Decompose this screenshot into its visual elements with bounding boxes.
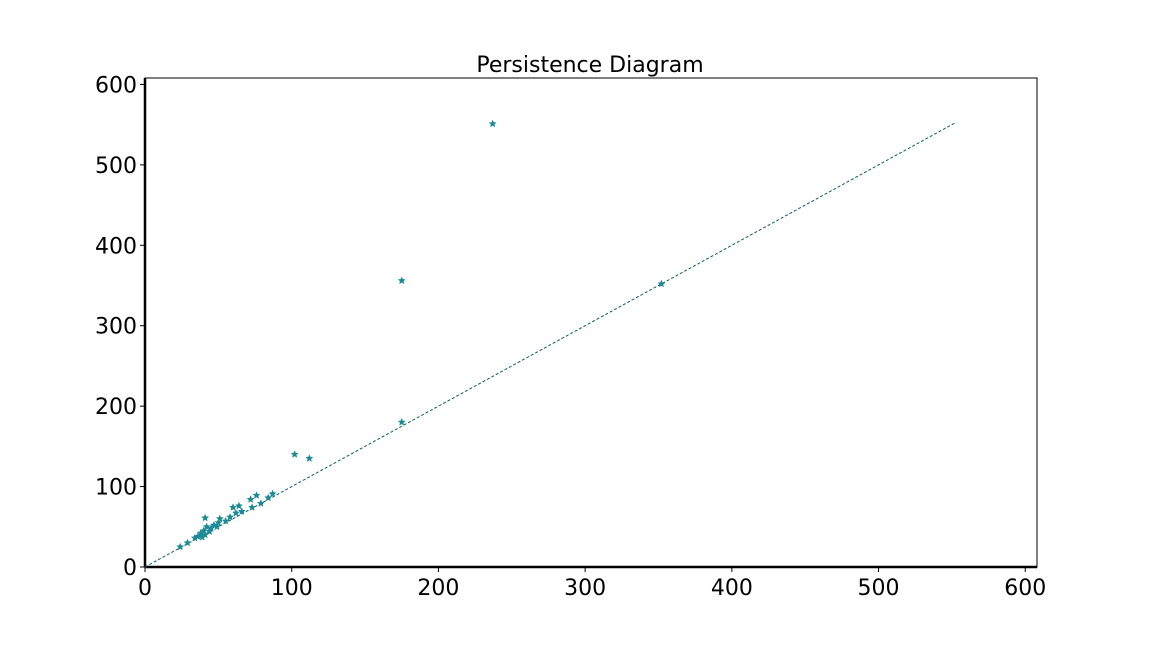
data-point-star [228,503,238,511]
y-tick-label: 0 [123,556,137,581]
x-tick-label: 400 [711,576,753,601]
y-tick-label: 400 [95,234,137,259]
data-point-star [290,450,299,458]
data-point-star [231,508,240,517]
data-point-star [268,489,277,498]
y-tick-label: 600 [95,73,137,98]
x-tick-label: 300 [564,576,606,601]
data-point-star [183,538,192,547]
diagonal-line [144,122,956,568]
x-tick-label: 0 [138,576,152,601]
data-point-star [248,503,257,511]
y-axis-ticks: 0 100 200 300 400 500 600 [95,73,145,581]
y-tick-label: 200 [95,395,137,420]
points-layer [176,119,666,551]
data-point-star [397,417,406,426]
data-point-star [190,533,199,542]
x-tick-label: 500 [858,576,900,601]
data-point-star [256,499,265,507]
x-tick-label: 200 [417,576,459,601]
data-point-star [198,532,207,541]
data-point-star [488,119,497,128]
data-point-star [246,495,255,503]
x-tick-label: 600 [1004,576,1046,601]
data-point-star [397,276,406,285]
data-point-star [264,493,273,502]
y-tick-label: 500 [95,154,137,179]
data-point-star [205,527,214,536]
data-point-star [212,522,221,531]
data-point-star [305,454,314,462]
data-point-star [201,513,210,522]
data-point-star [234,501,243,510]
y-tick-label: 100 [95,476,137,501]
x-axis-ticks: 0 100 200 300 400 500 600 [138,567,1046,601]
data-point-star [237,507,246,515]
data-point-star [252,491,261,499]
chart-title: Persistence Diagram [476,53,703,78]
data-point-star [221,516,230,525]
x-tick-label: 100 [271,576,313,601]
data-point-star [176,542,185,551]
y-tick-label: 300 [95,315,137,340]
data-point-star [657,279,666,288]
diagonal-layer [144,122,956,568]
data-point-star [226,512,235,521]
data-point-star [202,522,211,531]
